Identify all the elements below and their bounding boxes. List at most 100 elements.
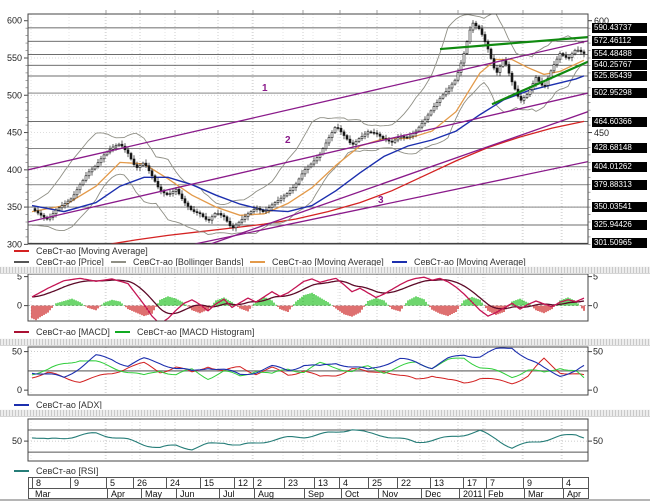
week-day-label: 25 <box>372 478 383 488</box>
month-tick <box>141 489 142 499</box>
legend-item-price[interactable]: СевСт-ао [Moving Average] <box>392 257 526 267</box>
week-tick <box>463 478 464 488</box>
legend-label: СевСт-ао [RSI] <box>36 466 99 476</box>
price-level-label: 428.68148 <box>592 143 647 154</box>
panel-splitter[interactable] <box>0 266 650 274</box>
legend-swatch <box>14 250 29 252</box>
price-axis-label: 350 <box>7 202 22 212</box>
legend-label: СевСт-ао [Moving Average] <box>36 246 148 256</box>
price-level-label: 464.60366 <box>592 116 647 127</box>
week-day-label: 8 <box>36 478 42 488</box>
month-tick <box>484 489 485 499</box>
candlesticks <box>33 20 586 232</box>
month-label: Aug <box>258 489 275 499</box>
price-axis-label: 550 <box>7 53 22 63</box>
month-label: Jun <box>180 489 195 499</box>
price-level-label: 525.85439 <box>592 70 647 81</box>
month-label: May <box>145 489 163 499</box>
week-day-label: 13 <box>318 478 329 488</box>
legend-label: СевСт-ао [Moving Average] <box>272 257 384 267</box>
minus-di-line <box>31 357 585 385</box>
week-day-label: 2 <box>257 478 263 488</box>
price-axis-label: 400 <box>7 165 22 175</box>
week-day-label: 4 <box>566 478 572 488</box>
week-tick <box>430 478 431 488</box>
legend-item-price[interactable]: СевСт-ао [Moving Average] <box>250 257 384 267</box>
month-tick <box>563 489 564 499</box>
price-level-label: 502.95298 <box>592 87 647 98</box>
week-tick <box>166 478 167 488</box>
week-day-label: 5 <box>110 478 116 488</box>
legend-swatch <box>14 331 29 333</box>
month-tick <box>421 489 422 499</box>
axis-tick-label: 0 <box>593 301 598 311</box>
week-day-label: 17 <box>467 478 478 488</box>
plus-di-line <box>31 357 585 381</box>
price-level-label: 404.01262 <box>592 161 647 172</box>
macd-panel <box>28 276 588 321</box>
legend-label: СевСт-ао [Price] <box>36 257 104 267</box>
legend-swatch <box>250 261 265 263</box>
month-label: Feb <box>488 489 504 499</box>
month-label: Sep <box>308 489 325 499</box>
legend-label: СевСт-ао [Moving Average] <box>414 257 526 267</box>
panel-splitter[interactable] <box>0 338 650 346</box>
axis-tick-label: 0 <box>17 385 22 395</box>
legend-item-adx[interactable]: СевСт-ао [ADX] <box>14 400 102 410</box>
legend-label: СевСт-ао [MACD] <box>36 327 110 337</box>
week-day-label: 15 <box>204 478 215 488</box>
legend-item-rsi[interactable]: СевСт-ао [RSI] <box>14 466 98 476</box>
right-axis-label: 600 <box>594 15 610 26</box>
green-trend-line <box>491 60 588 106</box>
week-day-label: 4 <box>343 478 349 488</box>
week-tick <box>397 478 398 488</box>
axis-tick-label: 50 <box>593 347 603 357</box>
month-tick <box>459 489 460 499</box>
macd-gridlines <box>30 274 563 321</box>
price-level-label: 379.88313 <box>592 179 647 190</box>
rsi-panel <box>28 429 588 453</box>
axis-tick-label: 50 <box>593 436 603 446</box>
legend-item-price[interactable]: СевСт-ао [Price] <box>14 257 104 267</box>
month-label: Mar <box>35 489 51 499</box>
price-level-label: 301.50965 <box>592 238 647 248</box>
week-day-label: 24 <box>170 478 181 488</box>
trend-line <box>208 111 588 244</box>
legend-label: СевСт-ао [Bollinger Bands] <box>133 257 244 267</box>
week-day-label: 7 <box>490 478 496 488</box>
week-tick <box>106 478 107 488</box>
week-tick <box>253 478 254 488</box>
legend-label: СевСт-ао [MACD Histogram] <box>137 327 255 337</box>
window-bottom-edge <box>0 499 650 501</box>
legend-item-macd[interactable]: СевСт-ао [MACD] <box>14 327 110 337</box>
date-axis-divider <box>29 488 588 489</box>
legend-item-price[interactable]: СевСт-ао [Bollinger Bands] <box>111 257 243 267</box>
week-tick <box>562 478 563 488</box>
month-label: Apr <box>567 489 582 499</box>
price-axis-label: 300 <box>7 239 22 249</box>
month-label: Apr <box>111 489 126 499</box>
week-day-label: 9 <box>74 478 80 488</box>
legend-item-macd[interactable]: СевСт-ао [MACD Histogram] <box>115 327 254 337</box>
trend-line-label: 1 <box>262 83 268 94</box>
month-tick <box>524 489 525 499</box>
macd-panel-border <box>27 273 589 322</box>
trend-line-label: 3 <box>378 195 384 206</box>
legend-label: СевСт-ао [ADX] <box>36 400 102 410</box>
week-day-label: 9 <box>527 478 533 488</box>
axis-tick-label: 5 <box>17 272 22 282</box>
panel-splitter[interactable] <box>0 409 650 417</box>
legend-swatch <box>392 261 407 263</box>
price-level-label: 540.25767 <box>592 60 647 71</box>
right-axis-label: 450 <box>594 127 610 138</box>
legend-item-price-ma[interactable]: СевСт-ао [Moving Average] <box>14 246 148 256</box>
month-tick <box>341 489 342 499</box>
week-tick <box>339 478 340 488</box>
date-axis: 8 9 5 26 24 15 12 2 23 13 4 25 22 13 17 7 9 4 Mar Apr May Jun… <box>28 477 589 499</box>
month-label: Jul <box>223 489 235 499</box>
legend-swatch <box>14 470 29 472</box>
month-label: Mar <box>528 489 544 499</box>
week-tick <box>133 478 134 488</box>
week-tick <box>486 478 487 488</box>
